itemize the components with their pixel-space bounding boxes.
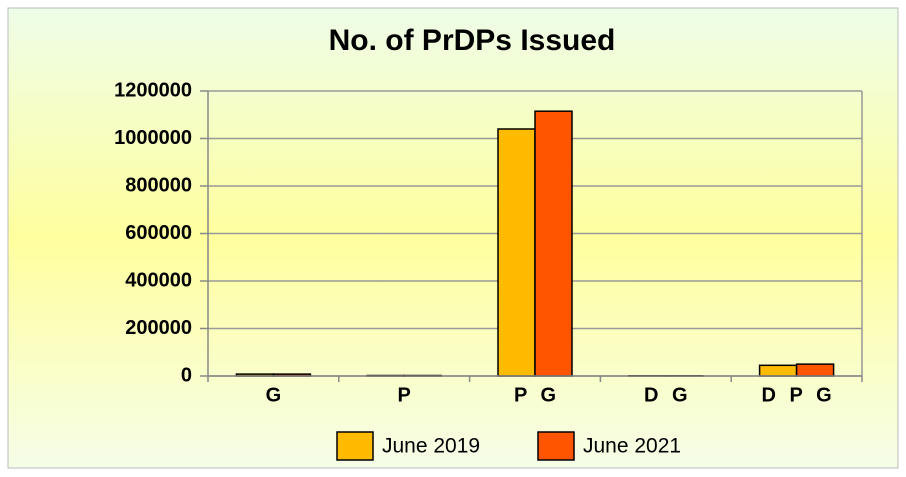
legend-swatch [336, 431, 374, 461]
y-tick-label: 1000000 [114, 127, 192, 149]
legend-label: June 2021 [583, 435, 681, 458]
x-tick-label: D G [644, 384, 688, 406]
x-tick-label: G [266, 384, 282, 406]
bar [795, 363, 835, 377]
y-tick-label: 200000 [125, 317, 192, 339]
legend-swatch [537, 431, 575, 461]
bar [497, 128, 536, 377]
y-tick-label: 600000 [125, 222, 192, 244]
x-tick-label: P G [514, 384, 556, 406]
chart-title: No. of PrDPs Issued [329, 24, 616, 57]
y-tick-label: 1200000 [114, 79, 192, 101]
x-tick-label: P [398, 384, 411, 406]
bar [534, 110, 573, 377]
background [7, 7, 899, 469]
x-tick-label: D P G [762, 384, 832, 406]
y-tick-label: 0 [181, 364, 192, 386]
y-tick-label: 400000 [125, 269, 192, 291]
y-tick-label: 800000 [125, 174, 192, 196]
bar [758, 364, 798, 377]
legend-label: June 2019 [382, 435, 480, 458]
